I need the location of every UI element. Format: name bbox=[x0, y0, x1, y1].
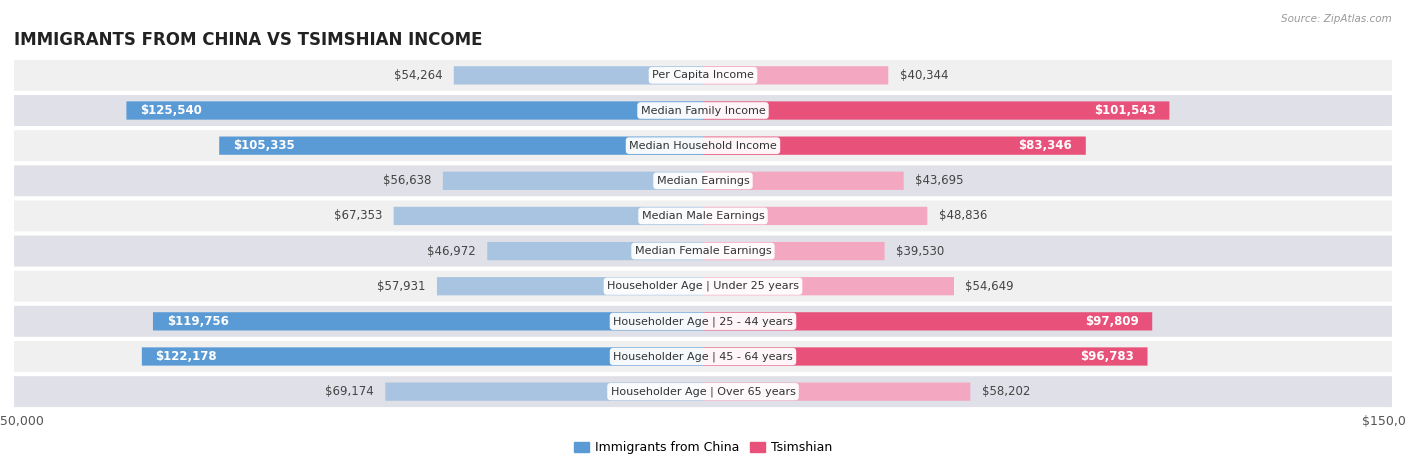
Text: $69,174: $69,174 bbox=[325, 385, 374, 398]
Text: Per Capita Income: Per Capita Income bbox=[652, 71, 754, 80]
Text: IMMIGRANTS FROM CHINA VS TSIMSHIAN INCOME: IMMIGRANTS FROM CHINA VS TSIMSHIAN INCOM… bbox=[14, 31, 482, 49]
Text: $125,540: $125,540 bbox=[141, 104, 202, 117]
FancyBboxPatch shape bbox=[219, 136, 703, 155]
FancyBboxPatch shape bbox=[14, 130, 1392, 161]
FancyBboxPatch shape bbox=[14, 165, 1392, 196]
Text: $97,809: $97,809 bbox=[1084, 315, 1139, 328]
Text: $105,335: $105,335 bbox=[233, 139, 295, 152]
Text: $96,783: $96,783 bbox=[1080, 350, 1133, 363]
FancyBboxPatch shape bbox=[14, 341, 1392, 372]
Text: $54,264: $54,264 bbox=[394, 69, 443, 82]
Text: $48,836: $48,836 bbox=[939, 209, 987, 222]
FancyBboxPatch shape bbox=[394, 207, 703, 225]
Legend: Immigrants from China, Tsimshian: Immigrants from China, Tsimshian bbox=[571, 438, 835, 458]
FancyBboxPatch shape bbox=[703, 312, 1153, 331]
Text: Median Family Income: Median Family Income bbox=[641, 106, 765, 115]
FancyBboxPatch shape bbox=[703, 347, 1147, 366]
Text: Median Male Earnings: Median Male Earnings bbox=[641, 211, 765, 221]
Text: $54,649: $54,649 bbox=[966, 280, 1014, 293]
FancyBboxPatch shape bbox=[14, 95, 1392, 126]
FancyBboxPatch shape bbox=[142, 347, 703, 366]
FancyBboxPatch shape bbox=[703, 136, 1085, 155]
Text: $39,530: $39,530 bbox=[896, 245, 945, 258]
FancyBboxPatch shape bbox=[703, 277, 955, 295]
Text: Householder Age | Under 25 years: Householder Age | Under 25 years bbox=[607, 281, 799, 291]
FancyBboxPatch shape bbox=[14, 200, 1392, 231]
Text: $119,756: $119,756 bbox=[167, 315, 229, 328]
Text: $101,543: $101,543 bbox=[1094, 104, 1156, 117]
Text: Median Earnings: Median Earnings bbox=[657, 176, 749, 186]
FancyBboxPatch shape bbox=[454, 66, 703, 85]
FancyBboxPatch shape bbox=[14, 60, 1392, 91]
FancyBboxPatch shape bbox=[703, 382, 970, 401]
FancyBboxPatch shape bbox=[437, 277, 703, 295]
FancyBboxPatch shape bbox=[14, 376, 1392, 407]
Text: Householder Age | 45 - 64 years: Householder Age | 45 - 64 years bbox=[613, 351, 793, 362]
Text: Median Household Income: Median Household Income bbox=[628, 141, 778, 151]
Text: Householder Age | 25 - 44 years: Householder Age | 25 - 44 years bbox=[613, 316, 793, 326]
FancyBboxPatch shape bbox=[14, 306, 1392, 337]
Text: $57,931: $57,931 bbox=[377, 280, 426, 293]
FancyBboxPatch shape bbox=[127, 101, 703, 120]
Text: Median Female Earnings: Median Female Earnings bbox=[634, 246, 772, 256]
Text: $67,353: $67,353 bbox=[333, 209, 382, 222]
Text: $122,178: $122,178 bbox=[156, 350, 218, 363]
Text: $43,695: $43,695 bbox=[915, 174, 963, 187]
Text: Householder Age | Over 65 years: Householder Age | Over 65 years bbox=[610, 386, 796, 397]
Text: $46,972: $46,972 bbox=[427, 245, 475, 258]
Text: $83,346: $83,346 bbox=[1018, 139, 1071, 152]
FancyBboxPatch shape bbox=[153, 312, 703, 331]
FancyBboxPatch shape bbox=[443, 172, 703, 190]
Text: $40,344: $40,344 bbox=[900, 69, 948, 82]
Text: $56,638: $56,638 bbox=[382, 174, 432, 187]
FancyBboxPatch shape bbox=[703, 66, 889, 85]
Text: $58,202: $58,202 bbox=[981, 385, 1031, 398]
FancyBboxPatch shape bbox=[14, 271, 1392, 302]
FancyBboxPatch shape bbox=[703, 207, 928, 225]
Text: Source: ZipAtlas.com: Source: ZipAtlas.com bbox=[1281, 14, 1392, 24]
FancyBboxPatch shape bbox=[488, 242, 703, 260]
FancyBboxPatch shape bbox=[703, 242, 884, 260]
FancyBboxPatch shape bbox=[14, 236, 1392, 267]
FancyBboxPatch shape bbox=[385, 382, 703, 401]
FancyBboxPatch shape bbox=[703, 101, 1170, 120]
FancyBboxPatch shape bbox=[703, 172, 904, 190]
